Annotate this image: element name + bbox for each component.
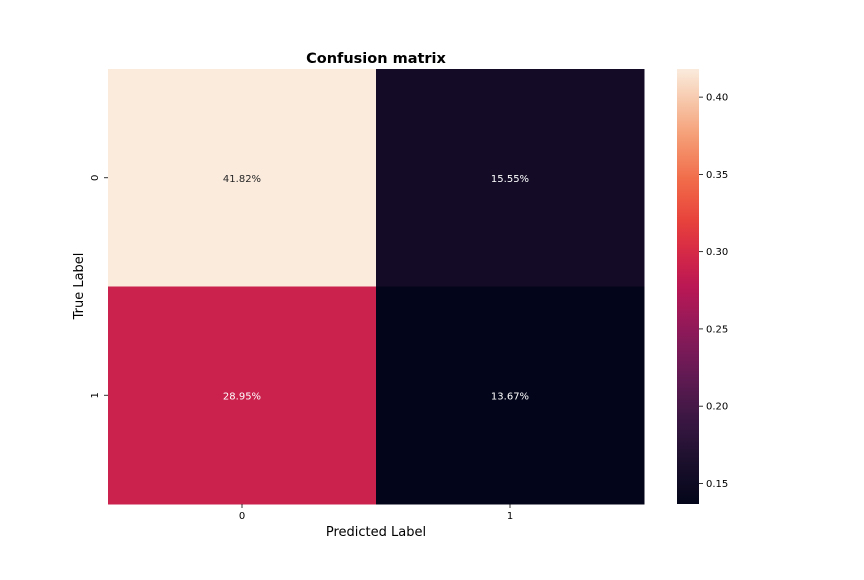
colorbar: 0.15 0.20 0.25 0.30 0.35 0.40 — [677, 69, 728, 504]
y-tick-label: 0 — [90, 175, 101, 181]
heatmap-cell — [376, 69, 645, 287]
colorbar-tick-label: 0.20 — [706, 402, 728, 413]
colorbar-tick-label: 0.30 — [706, 247, 728, 258]
heatmap-cell-label: 28.95% — [223, 391, 261, 402]
heatmap-cell-label: 15.55% — [491, 174, 529, 185]
y-axis-ticks: 01 — [90, 175, 108, 398]
colorbar-tick-label: 0.35 — [706, 170, 728, 181]
x-axis-label: Predicted Label — [326, 525, 426, 540]
heatmap-cell — [376, 286, 645, 505]
heatmap-cells — [108, 69, 645, 505]
heatmap-cell — [108, 286, 377, 505]
colorbar-tick-label: 0.25 — [706, 324, 728, 335]
y-axis-label: True Label — [72, 253, 87, 321]
heatmap-cell — [108, 69, 377, 287]
heatmap-cell-label: 13.67% — [491, 391, 529, 402]
x-tick-label: 1 — [507, 511, 513, 522]
x-tick-label: 0 — [239, 511, 245, 522]
heatmap-cell-labels: 41.82% 15.55% 28.95% 13.67% — [223, 174, 529, 403]
y-tick-label: 1 — [90, 392, 101, 398]
colorbar-tick-label: 0.40 — [706, 93, 728, 104]
colorbar-tick-label: 0.15 — [706, 479, 728, 490]
chart-title: Confusion matrix — [306, 51, 446, 67]
colorbar-ticks: 0.15 0.20 0.25 0.30 0.35 0.40 — [699, 93, 728, 490]
colorbar-gradient — [677, 69, 699, 504]
heatmap-cell-label: 41.82% — [223, 174, 261, 185]
